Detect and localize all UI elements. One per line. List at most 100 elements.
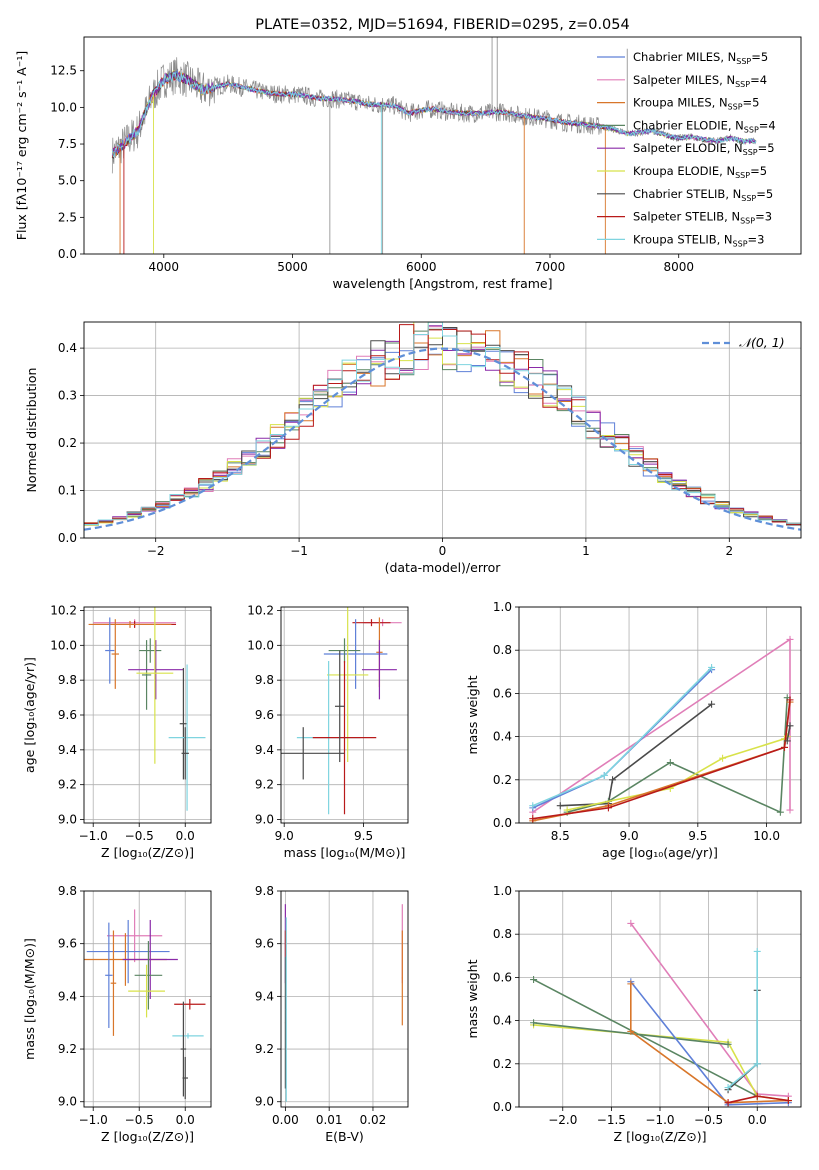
weight-marker xyxy=(529,802,537,810)
x-axis-label: Z [log₁₀(Z/Z⊙)] xyxy=(101,845,194,860)
errorbar-point xyxy=(168,664,206,811)
weight-marker xyxy=(666,759,674,767)
x-tick-label: −1.0 xyxy=(79,829,108,843)
legend-entry-main: Chabrier ELODIE, N xyxy=(633,118,744,132)
weight-marker xyxy=(708,700,716,708)
weight-marker xyxy=(530,976,538,984)
legend-entry-tail: =5 xyxy=(743,96,760,110)
x-axis-label: wavelength [Angstrom, rest frame] xyxy=(332,276,552,291)
plot-area xyxy=(84,909,206,1100)
errorbar-point xyxy=(181,727,189,780)
x-tick-label: 10.0 xyxy=(753,829,780,843)
weight-marker xyxy=(600,771,608,779)
y-tick-label: 0.0 xyxy=(58,247,77,261)
weight-marker xyxy=(627,1027,635,1035)
y-tick-label: 10.2 xyxy=(50,603,77,617)
x-tick-label: −1.5 xyxy=(597,1113,626,1127)
chart-mass-vs-z: −1.0 −0.5 0.0 9.0 9.2 9.4 9.6 9.8 Z [log₁₀(Z/Z⊙)… xyxy=(22,884,212,1144)
weight-marker xyxy=(780,743,788,751)
weight-marker xyxy=(724,1084,732,1092)
legend-entry: Kroupa STELIB, NSSP=3 xyxy=(633,232,764,248)
plot-area xyxy=(88,607,206,811)
errorbar-point xyxy=(122,919,178,999)
x-tick-label: 9.5 xyxy=(354,829,373,843)
y-tick-label: 9.4 xyxy=(255,989,274,1003)
y-tick-label: 9.6 xyxy=(255,937,274,951)
y-tick-label: 10.2 xyxy=(247,603,274,617)
weight-marker xyxy=(753,1060,761,1068)
plot-area xyxy=(529,635,794,823)
weight-marker xyxy=(609,776,617,784)
errorbar-point xyxy=(105,617,115,684)
x-tick-label: 0.00 xyxy=(272,1113,299,1127)
weight-marker xyxy=(724,1099,732,1107)
legend-entry-main: Kroupa ELODIE, N xyxy=(633,164,735,178)
x-axis-label: mass [log₁₀(M/M⊙)] xyxy=(284,845,406,860)
weight-line-salpeter-miles xyxy=(630,922,789,1097)
axes-frame xyxy=(518,890,802,1108)
x-tick-label: 0.0 xyxy=(176,1113,195,1127)
weight-marker xyxy=(786,696,794,704)
legend-entry-sub: SSP xyxy=(740,217,755,226)
legend-entry-sub: SSP xyxy=(728,103,743,112)
y-tick-label: 9.6 xyxy=(58,937,77,951)
legend-entry: Chabrier ELODIE, NSSP=4 xyxy=(633,118,776,134)
y-tick-label: 0.2 xyxy=(493,773,512,787)
legend-entry-main: Salpeter MILES, N xyxy=(633,73,735,87)
plot-area xyxy=(281,607,402,815)
x-axis-label: (data-model)/error xyxy=(385,560,502,575)
legend-entry: Salpeter STELIB, NSSP=3 xyxy=(633,210,772,226)
weight-marker xyxy=(529,815,537,823)
y-tick-label: 0.4 xyxy=(493,730,512,744)
y-tick-label: 0.8 xyxy=(493,643,512,657)
y-tick-label: 9.4 xyxy=(255,743,274,757)
weight-marker xyxy=(753,1092,761,1100)
y-tick-label: 9.4 xyxy=(58,989,77,1003)
weight-marker xyxy=(563,806,571,814)
y-tick-label: 12.5 xyxy=(50,64,77,78)
y-tick-label: 9.8 xyxy=(255,673,274,687)
x-tick-label: 8.5 xyxy=(551,829,570,843)
errorbar-point xyxy=(105,922,113,1028)
legend-entry-main: Salpeter ELODIE, N xyxy=(633,141,743,155)
x-tick-label: 9.0 xyxy=(620,829,639,843)
y-tick-label: 7.5 xyxy=(58,137,77,151)
errorbar-point xyxy=(136,607,174,764)
axes-frame xyxy=(83,890,212,1108)
legend-entry-tail: =5 xyxy=(758,141,775,155)
y-tick-label: 9.0 xyxy=(58,1095,77,1109)
chart-residuals: −2 −1 0 1 2 0.0 0.1 0.2 0.3 0.4 (data-model)/error… xyxy=(24,321,802,575)
grid xyxy=(84,607,211,823)
y-tick-label: 0.0 xyxy=(493,1100,512,1114)
weight-line-chabrier-elodie xyxy=(533,978,758,1097)
y-tick-label: 9.8 xyxy=(58,673,77,687)
grid xyxy=(519,890,801,1108)
model-spectrum-kroupa-stelib xyxy=(111,70,757,158)
y-tick-label: 9.2 xyxy=(255,778,274,792)
x-tick-label: −0.5 xyxy=(125,829,154,843)
x-tick-label: 7000 xyxy=(535,260,566,274)
legend-entry-main: Chabrier STELIB, N xyxy=(633,187,741,201)
x-tick-label: 4000 xyxy=(149,260,180,274)
weight-marker xyxy=(784,1097,792,1105)
errorbar-point xyxy=(323,619,388,689)
legend-entry-main: Kroupa STELIB, N xyxy=(633,232,733,246)
x-tick-label: 9.5 xyxy=(688,829,707,843)
legend-entry-sub: SSP xyxy=(735,80,750,89)
legend-entry: 𝒩(0, 1) xyxy=(739,335,785,350)
axes-frame xyxy=(280,890,409,1108)
y-tick-label: 9.2 xyxy=(255,1042,274,1056)
errorbar-point xyxy=(180,1001,187,1097)
x-tick-label: −2.0 xyxy=(548,1113,577,1127)
legend-entry-tail: =5 xyxy=(750,164,767,178)
legend-entry-sub: SSP xyxy=(735,171,750,180)
plot-area xyxy=(84,322,801,538)
errorbar-point xyxy=(312,661,377,815)
y-tick-label: 9.4 xyxy=(58,743,77,757)
x-tick-label: 5000 xyxy=(277,260,308,274)
y-tick-label: 9.0 xyxy=(255,813,274,827)
weight-marker xyxy=(708,663,716,671)
chart-age-vs-z: −1.0 −0.5 0.0 9.0 9.2 9.4 9.6 9.8 10.0 10.2 Z [log… xyxy=(22,603,212,860)
x-tick-label: −2 xyxy=(147,544,165,558)
